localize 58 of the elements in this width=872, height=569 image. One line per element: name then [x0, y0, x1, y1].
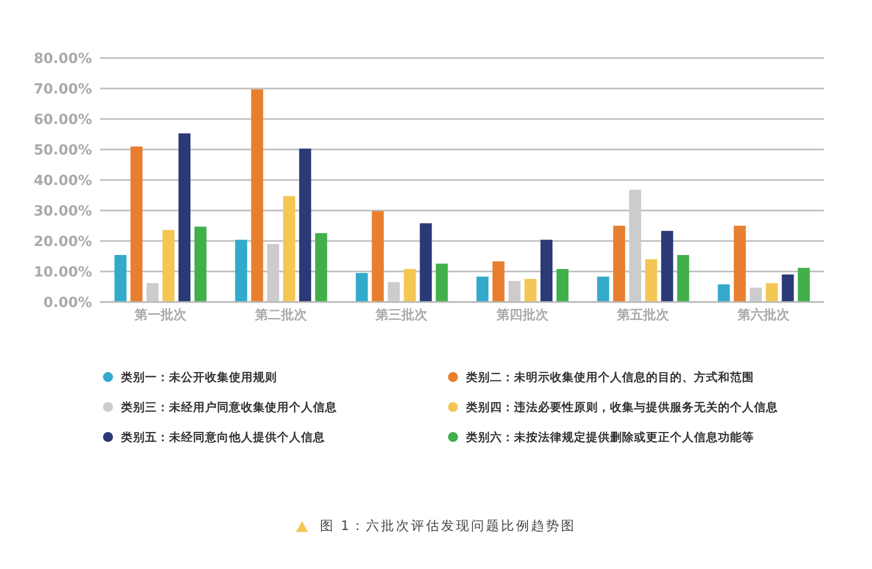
- bar: [492, 261, 504, 302]
- bar: [677, 255, 690, 302]
- legend-label: 类别六：未按法律规定提供删除或更正个人信息功能等: [466, 430, 754, 444]
- y-tick-label: 0.00%: [43, 294, 92, 311]
- bar: [613, 226, 626, 302]
- y-tick-label: 50.00%: [34, 142, 92, 158]
- bar: [540, 240, 552, 302]
- bar: [178, 133, 190, 302]
- x-tick-label: 第五批次: [616, 308, 670, 324]
- bar: [315, 233, 328, 302]
- bar: [556, 269, 568, 302]
- bar: [114, 255, 126, 302]
- bar: [299, 148, 312, 302]
- text: 图 1：六批次评估发现问题比例趋势图: [320, 518, 576, 535]
- x-tick-label: 第二批次: [254, 308, 308, 324]
- y-tick-label: 80.00%: [34, 50, 92, 67]
- bar: [734, 226, 746, 302]
- bar: [388, 282, 400, 302]
- bar: [267, 244, 280, 302]
- x-tick-label: 第三批次: [374, 308, 429, 324]
- x-tick-label: 第四批次: [495, 308, 550, 324]
- bar: [597, 276, 610, 302]
- bar: [436, 264, 448, 302]
- bar: [476, 276, 488, 302]
- bar: [629, 190, 642, 302]
- y-tick-label: 70.00%: [34, 81, 92, 98]
- bar: [146, 283, 158, 302]
- y-tick-label: 20.00%: [34, 234, 92, 250]
- bar: [782, 274, 794, 302]
- legend-label: 类别五：未经同意向他人提供个人信息: [121, 430, 325, 444]
- bar: [524, 278, 536, 302]
- y-tick-label: 40.00%: [34, 172, 92, 189]
- bar: [356, 273, 368, 302]
- bar: [766, 283, 778, 302]
- bar: [251, 89, 264, 302]
- legend-label: 类别四：违法必要性原则，收集与提供服务无关的个人信息: [466, 400, 778, 414]
- legend-label: 类别一：未公开收集使用规则: [121, 370, 277, 384]
- bar: [194, 226, 206, 302]
- legend-label: 类别三：未经用户同意收集使用个人信息: [121, 400, 337, 414]
- bar: [404, 269, 416, 302]
- bar: [372, 211, 384, 302]
- bar: [750, 288, 762, 302]
- bar: [283, 196, 296, 302]
- bar: [162, 230, 174, 302]
- x-tick-label: 第一批次: [133, 308, 188, 324]
- bar: [645, 259, 658, 302]
- bar: [235, 240, 248, 302]
- bar: [798, 268, 810, 302]
- legend-label: 类别二：未明示收集使用个人信息的目的、方式和范围: [466, 370, 754, 384]
- bar: [130, 146, 142, 302]
- bar: [718, 284, 730, 302]
- y-tick-label: 60.00%: [34, 112, 92, 128]
- y-tick-label: 30.00%: [34, 203, 92, 220]
- bar: [508, 280, 520, 302]
- x-tick-label: 第六批次: [736, 307, 791, 324]
- bar: [661, 230, 674, 302]
- bar: [420, 223, 432, 302]
- y-tick-label: 10.00%: [34, 264, 92, 280]
